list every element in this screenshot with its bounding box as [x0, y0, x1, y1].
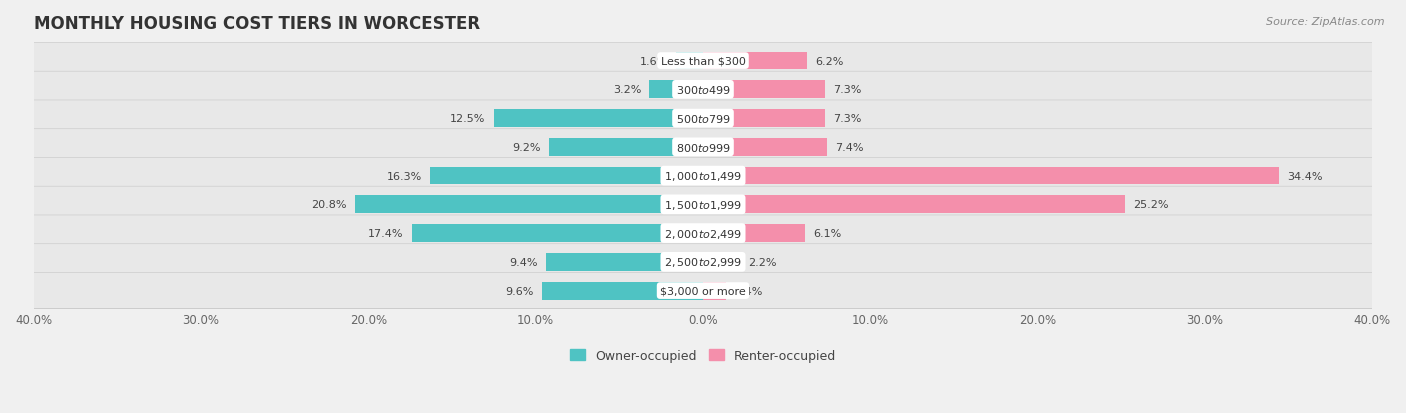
Text: 2.2%: 2.2% — [748, 257, 776, 267]
Text: 17.4%: 17.4% — [368, 228, 404, 239]
Text: MONTHLY HOUSING COST TIERS IN WORCESTER: MONTHLY HOUSING COST TIERS IN WORCESTER — [34, 15, 479, 33]
FancyBboxPatch shape — [22, 273, 1384, 309]
Bar — [650, 81, 703, 99]
Text: 1.4%: 1.4% — [735, 286, 763, 296]
Bar — [703, 282, 727, 300]
FancyBboxPatch shape — [22, 187, 1384, 223]
Text: 16.3%: 16.3% — [387, 171, 422, 181]
Bar — [703, 110, 825, 128]
Bar — [703, 139, 827, 157]
Bar — [546, 253, 703, 271]
FancyBboxPatch shape — [22, 43, 1384, 79]
Bar — [430, 167, 703, 185]
Text: $500 to $799: $500 to $799 — [675, 113, 731, 125]
Text: $1,000 to $1,499: $1,000 to $1,499 — [664, 170, 742, 183]
Text: 9.2%: 9.2% — [512, 142, 541, 152]
Bar — [354, 196, 703, 214]
Bar — [543, 282, 703, 300]
Text: 6.2%: 6.2% — [815, 57, 844, 66]
Bar — [676, 52, 703, 70]
Text: 6.1%: 6.1% — [814, 228, 842, 239]
Bar — [703, 167, 1278, 185]
FancyBboxPatch shape — [22, 72, 1384, 108]
Bar — [412, 225, 703, 242]
Legend: Owner-occupied, Renter-occupied: Owner-occupied, Renter-occupied — [569, 349, 837, 362]
Bar — [703, 81, 825, 99]
Text: Less than $300: Less than $300 — [661, 57, 745, 66]
Text: 7.4%: 7.4% — [835, 142, 863, 152]
Text: 20.8%: 20.8% — [311, 200, 346, 210]
Text: $2,000 to $2,499: $2,000 to $2,499 — [664, 227, 742, 240]
Text: 7.3%: 7.3% — [834, 85, 862, 95]
Bar — [548, 139, 703, 157]
FancyBboxPatch shape — [22, 129, 1384, 166]
Text: 9.6%: 9.6% — [506, 286, 534, 296]
Text: 3.2%: 3.2% — [613, 85, 641, 95]
Text: $300 to $499: $300 to $499 — [675, 84, 731, 96]
Text: 7.3%: 7.3% — [834, 114, 862, 124]
Text: 9.4%: 9.4% — [509, 257, 537, 267]
Bar — [703, 196, 1125, 214]
FancyBboxPatch shape — [22, 101, 1384, 137]
Bar — [703, 52, 807, 70]
Text: $2,500 to $2,999: $2,500 to $2,999 — [664, 256, 742, 269]
Text: 1.6%: 1.6% — [640, 57, 668, 66]
Text: $1,500 to $1,999: $1,500 to $1,999 — [664, 198, 742, 211]
Bar — [494, 110, 703, 128]
FancyBboxPatch shape — [22, 244, 1384, 280]
Text: 12.5%: 12.5% — [450, 114, 485, 124]
FancyBboxPatch shape — [22, 216, 1384, 252]
Text: $3,000 or more: $3,000 or more — [661, 286, 745, 296]
Text: 25.2%: 25.2% — [1133, 200, 1168, 210]
Text: $800 to $999: $800 to $999 — [675, 142, 731, 154]
Text: 34.4%: 34.4% — [1286, 171, 1323, 181]
Bar — [703, 225, 806, 242]
Text: Source: ZipAtlas.com: Source: ZipAtlas.com — [1267, 17, 1385, 26]
FancyBboxPatch shape — [22, 158, 1384, 194]
Bar — [703, 253, 740, 271]
